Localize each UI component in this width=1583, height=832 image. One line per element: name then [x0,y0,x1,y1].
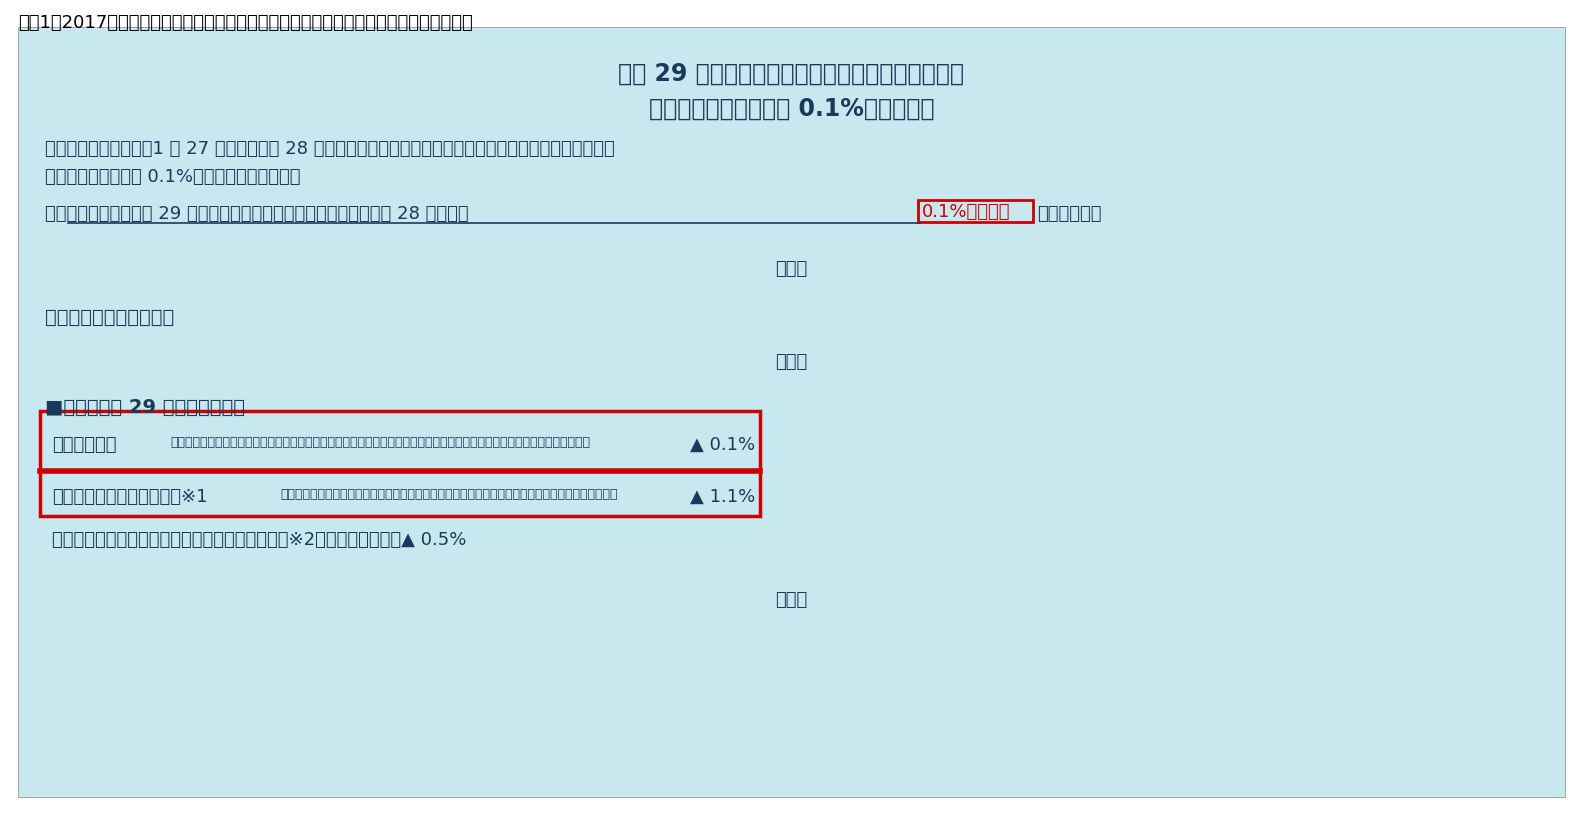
Text: ・・・・・・・・・・・・・・・・・・・・・・・・・・・・・・・・・・・・・・・・・・・・・・・・・・・・・・・・: ・・・・・・・・・・・・・・・・・・・・・・・・・・・・・・・・・・・・・・・・… [169,436,590,449]
Text: ・名目手取り賃金変動率　※1: ・名目手取り賃金変動率 ※1 [52,488,207,506]
Text: （略）: （略） [776,353,807,371]
Bar [40,411,760,516]
Text: 【年金額の改定ルール】: 【年金額の改定ルール】 [44,308,174,327]
Text: ▲ 0.1%: ▲ 0.1% [690,436,755,454]
Text: ・物価変動率: ・物価変動率 [52,436,117,454]
Text: ・・・・・・・・・・・・・・・・・・・・・・・・・・・・・・・・・・・・・・・・・・・・・: ・・・・・・・・・・・・・・・・・・・・・・・・・・・・・・・・・・・・・・・・… [280,488,617,501]
Text: 公表され、対前年比 0.1%の下落となりました。: 公表され、対前年比 0.1%の下落となりました。 [44,168,301,186]
Bar [918,200,1034,222]
Text: （略）: （略） [776,260,807,278]
Text: 平成 29 年度の年金額改定についてお知らせします: 平成 29 年度の年金額改定についてお知らせします [619,62,964,86]
Text: 0.1%の引下げ: 0.1%の引下げ [921,203,1010,221]
Text: ・マクロ経済スライドによる「スライド調整率」※2・・・・・・・・▲ 0.5%: ・マクロ経済スライドによる「スライド調整率」※2・・・・・・・・▲ 0.5% [52,531,467,549]
Text: ■参考：平成 29 年度の参考指標: ■参考：平成 29 年度の参考指標 [44,398,245,417]
Text: これを踏まえ、平成 29 年度の年金額は、法律の規定により、平成 28 年度から: これを踏まえ、平成 29 年度の年金額は、法律の規定により、平成 28 年度から [44,205,475,223]
Text: 図表1　2017年度の年金額改定に関する厄生労働省のプレスリリース（３つの見方関連）: 図表1 2017年度の年金額改定に関する厄生労働省のプレスリリース（３つの見方関… [17,14,473,32]
Text: となります。: となります。 [1037,205,1102,223]
Text: ▲ 1.1%: ▲ 1.1% [690,488,755,506]
Text: 総務省から、本日（1 月 27 日）、「平成 28 年平均の全国消費者物価指数」（生鮮食品を含む総合指数）が: 総務省から、本日（1 月 27 日）、「平成 28 年平均の全国消費者物価指数」… [44,140,614,158]
Text: ～年金額は昨年度から 0.1%の引下げ～: ～年金額は昨年度から 0.1%の引下げ～ [649,97,934,121]
Text: （略）: （略） [776,591,807,609]
